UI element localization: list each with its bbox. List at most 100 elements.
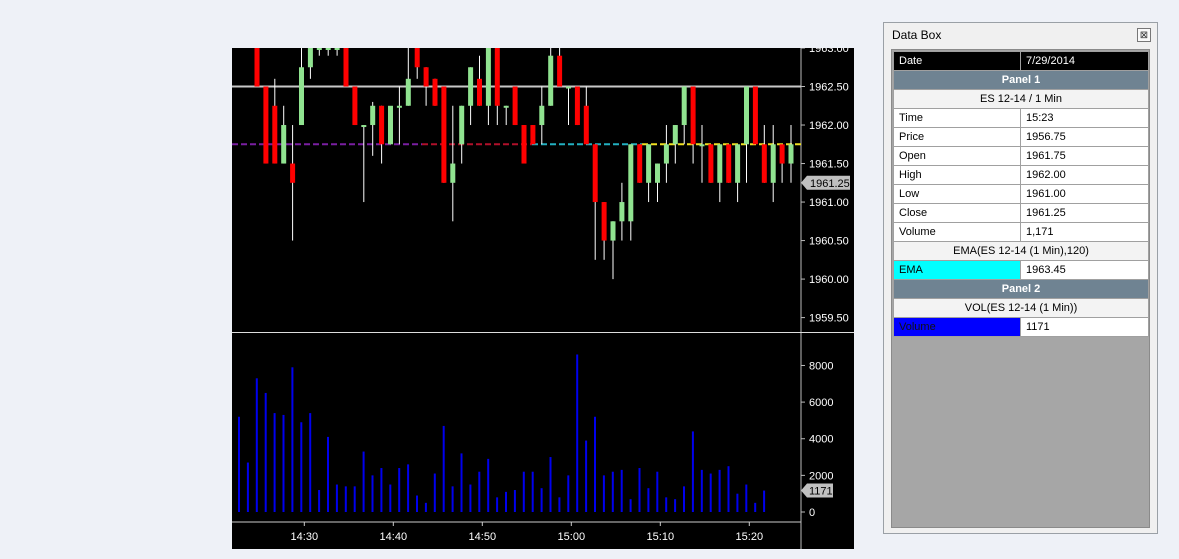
candle-body <box>432 78 438 106</box>
volume-bar <box>602 475 605 512</box>
candle-body <box>441 86 447 183</box>
volume-bar <box>344 486 347 512</box>
candle-body <box>770 144 776 183</box>
volume-bar <box>398 468 401 512</box>
row-value: 15:23 <box>1020 108 1149 128</box>
candle-body <box>726 144 732 183</box>
data-row: Time 15:23 <box>893 108 1149 128</box>
volume-tick-label: 2000 <box>809 470 833 482</box>
candle-body <box>628 144 634 222</box>
volume-bar <box>433 473 436 512</box>
vol-section-row: VOL(ES 12-14 (1 Min)) <box>893 298 1149 318</box>
volume-bar <box>424 502 427 512</box>
time-tick-label: 15:00 <box>558 531 586 543</box>
volume-bar <box>567 475 570 512</box>
panel1-header: Panel 1 <box>893 70 1149 90</box>
volume-bar <box>745 484 748 512</box>
date-value: 7/29/2014 <box>1020 51 1149 71</box>
volume-bar <box>549 457 552 512</box>
candle-body <box>583 105 589 145</box>
volume-bar <box>558 497 561 512</box>
volume-bar <box>327 436 329 512</box>
price-tick-label: 1962.50 <box>809 82 849 94</box>
row-label: Low <box>893 184 1021 204</box>
candle-body <box>646 144 652 183</box>
candle-body <box>352 86 358 126</box>
candle-body <box>414 48 420 68</box>
candle-body <box>343 48 349 87</box>
volume-bar <box>505 491 507 512</box>
panel2-title: Panel 2 <box>893 279 1149 299</box>
volume-bar <box>300 422 303 512</box>
candle-body <box>548 55 554 106</box>
candle-body <box>299 67 304 126</box>
ema-section-label: EMA(ES 12-14 (1 Min),120) <box>893 241 1149 261</box>
candle-body <box>423 67 429 87</box>
row-value: 1956.75 <box>1020 127 1149 147</box>
candle-body <box>459 105 465 145</box>
volume-bar <box>362 451 365 512</box>
volume-bar <box>246 462 249 512</box>
candle-body <box>761 144 767 183</box>
data-box-window[interactable]: Data Box ⊠ Date 7/29/2014 Panel 1 ES 12-… <box>883 22 1158 534</box>
candle-body <box>307 48 313 68</box>
candle-body <box>379 105 385 145</box>
volume-tick-label: 4000 <box>809 434 833 446</box>
candle-body <box>485 48 491 106</box>
last-volume-marker <box>801 483 833 498</box>
row-label: Price <box>893 127 1021 147</box>
chart-area[interactable]: 1963.00 1962.50 1962.00 1961.50 1961.00 1960.… <box>232 48 854 549</box>
price-tick-label: 1961.00 <box>809 197 849 209</box>
row-label: High <box>893 165 1021 185</box>
volume-bar <box>335 484 338 512</box>
volume-bar <box>407 464 410 512</box>
volume-bar <box>674 499 677 512</box>
price-panel[interactable]: 1963.00 1962.50 1962.00 1961.50 1961.00 1960.… <box>232 48 854 333</box>
data-box-title: Data Box <box>892 28 942 42</box>
candle-body <box>512 86 518 126</box>
candle-body <box>690 86 696 145</box>
last-volume-label: 1171 <box>809 486 833 498</box>
volume-bar <box>496 497 499 512</box>
volume-label: Volume <box>893 317 1021 337</box>
candle-body <box>735 144 741 183</box>
volume-bar <box>309 413 312 512</box>
candle-body <box>272 105 278 164</box>
data-box-grid: Date 7/29/2014 Panel 1 ES 12-14 / 1 Min … <box>891 49 1150 528</box>
instrument-label: ES 12-14 / 1 Min <box>893 89 1149 109</box>
last-price-marker <box>801 175 850 190</box>
candle-body <box>557 55 563 87</box>
candle-body <box>361 125 367 128</box>
volume-bar <box>647 488 650 512</box>
candle-body <box>334 48 340 50</box>
candle-body <box>503 105 509 108</box>
close-icon[interactable]: ⊠ <box>1137 28 1151 42</box>
row-value: 1,171 <box>1020 222 1149 242</box>
time-tick-label: 14:50 <box>469 531 497 543</box>
candle-body <box>672 125 678 145</box>
price-tick-label: 1960.00 <box>809 274 849 286</box>
volume-bar <box>522 471 525 512</box>
candle-body <box>468 67 474 106</box>
candle-body <box>494 48 500 106</box>
ema-row: EMA 1963.45 <box>893 260 1149 280</box>
candle-body <box>779 144 785 164</box>
ema-section-row: EMA(ES 12-14 (1 Min),120) <box>893 241 1149 261</box>
row-value: 1961.25 <box>1020 203 1149 223</box>
candle-body <box>637 144 643 183</box>
instrument-row: ES 12-14 / 1 Min <box>893 89 1149 109</box>
price-tick-label: 1960.50 <box>809 236 849 248</box>
candle-body <box>263 86 269 164</box>
candle-body <box>788 144 794 164</box>
volume-bar <box>709 473 712 512</box>
candle-body <box>601 202 607 241</box>
price-tick-label: 1963.00 <box>809 48 849 55</box>
candle-body <box>388 105 393 145</box>
volume-panel[interactable]: 8000 6000 4000 2000 0 1171 14:30 14:40 14:50 15:0… <box>232 333 854 549</box>
candle-body <box>521 125 527 164</box>
volume-bar <box>594 416 596 512</box>
volume-row: Volume 1171 <box>893 317 1149 337</box>
candle-body <box>566 86 571 89</box>
candle-body <box>530 125 536 145</box>
row-label: Open <box>893 146 1021 166</box>
